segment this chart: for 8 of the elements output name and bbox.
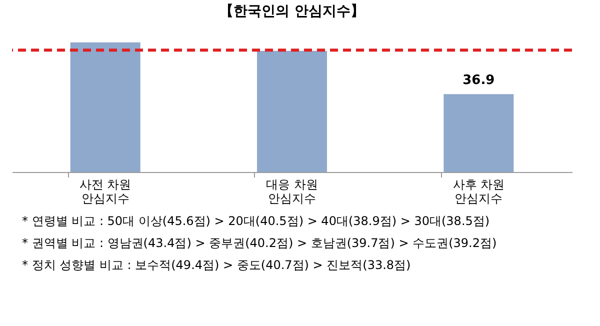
text: * 정치 성향별 비교 : 보수적(49.4점) > 중도(40.7점) > 진보적(33.8점): [22, 258, 411, 272]
x-tick-label: 대응 차원 안심지수: [266, 178, 318, 206]
text: * 권역별 비교 : 영남권(43.4점) > 중부권(40.2점) > 호남권(39.7점) > 수도권(39.2점): [22, 236, 497, 250]
text: * 연령별 비교 : 50대 이상(45.6점) > 20대(40.5점) > 40대(38.9점) > 30대(38.5점): [22, 214, 490, 228]
x-tick-label: 사전 차원 안심지수: [79, 178, 132, 206]
x-tick-label: 사후 차원 안심지수: [452, 178, 505, 206]
data-label: 36.9: [462, 73, 495, 88]
chart-title: 【한국인의 안심지수】: [220, 3, 364, 20]
